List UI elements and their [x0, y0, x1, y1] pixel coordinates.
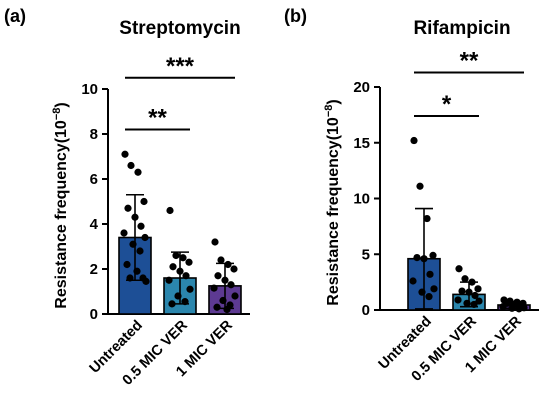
y-tick-label: 6 [90, 171, 98, 188]
data-point [418, 288, 426, 296]
y-tick-label: 20 [353, 79, 370, 96]
data-point [213, 303, 221, 311]
chart-panel-0: (a) Streptomycin 0 2 4 6 8 10 Resistance frequen… [4, 6, 250, 389]
data-point [133, 267, 141, 275]
chart-title: Streptomycin [119, 18, 240, 39]
y-axis-label: Resistance frequency(10−8) [323, 99, 342, 305]
y-tick-label: 10 [81, 81, 98, 98]
data-point [129, 240, 137, 248]
data-point [172, 251, 180, 260]
data-point [137, 222, 145, 230]
y-tick-label: 10 [353, 191, 370, 208]
data-point [131, 213, 139, 221]
data-point [214, 272, 222, 280]
panel-label: (b) [284, 6, 307, 26]
significance-label: ** [460, 48, 479, 75]
data-point [186, 285, 194, 293]
y-tick-label: 0 [362, 302, 370, 319]
data-point [515, 305, 523, 313]
data-point [123, 260, 131, 269]
y-axis-label-close: ) [53, 102, 70, 107]
data-point [127, 161, 135, 170]
data-point [211, 238, 219, 246]
y-tick-label: 2 [90, 261, 98, 278]
data-point [425, 293, 433, 301]
data-point [166, 206, 174, 215]
data-point [134, 168, 142, 176]
data-point [141, 233, 149, 242]
data-point [179, 254, 187, 262]
y-axis-label-exponent: −8 [51, 108, 63, 121]
y-axis-label-main: Resistance frequency(10 [53, 120, 70, 309]
data-point [165, 276, 173, 284]
data-point [136, 247, 144, 255]
data-point [409, 277, 417, 285]
data-point [174, 292, 182, 300]
data-point [420, 255, 428, 263]
significance-label: * [442, 91, 452, 118]
data-point [410, 136, 418, 145]
data-point [176, 267, 184, 275]
data-point [463, 299, 471, 307]
y-axis-label-main: Resistance frequency(10 [325, 117, 342, 306]
data-point [455, 265, 463, 273]
data-point [471, 291, 479, 300]
data-point [210, 284, 218, 292]
data-point [474, 285, 482, 293]
significance-label: *** [166, 53, 195, 80]
data-point [416, 182, 424, 190]
data-point [168, 300, 176, 308]
data-point [185, 258, 193, 266]
y-axis-label-close: ) [325, 99, 342, 104]
data-point [423, 214, 431, 223]
data-point [508, 304, 516, 312]
y-axis-label-exponent: −8 [323, 105, 335, 118]
data-point [499, 303, 507, 311]
data-point [468, 278, 476, 286]
data-point [182, 272, 190, 280]
y-tick-label: 0 [90, 306, 98, 323]
y-axis-label: Resistance frequency(10−8) [51, 102, 70, 308]
data-point [219, 296, 227, 305]
data-point [181, 298, 189, 306]
data-point [413, 253, 421, 262]
y-tick-label: 5 [362, 246, 370, 263]
data-point [221, 276, 229, 284]
data-point [461, 275, 469, 283]
data-point [429, 251, 437, 259]
panel-label: (a) [4, 6, 26, 26]
data-point [430, 285, 438, 293]
data-point [121, 150, 129, 158]
y-tick-label: 8 [90, 126, 98, 143]
data-point [230, 265, 238, 273]
data-point [426, 270, 434, 278]
data-point [142, 277, 150, 285]
y-tick-label: 4 [90, 216, 99, 233]
significance-label: ** [148, 105, 167, 132]
y-tick-label: 15 [353, 135, 370, 152]
data-point [217, 256, 225, 264]
data-point [224, 260, 232, 269]
data-point [140, 197, 148, 206]
data-point [465, 288, 473, 296]
data-point [169, 263, 177, 271]
chart-title: Rifampicin [413, 18, 510, 39]
data-point [454, 296, 462, 304]
chart-panel-1: (b) Rifampicin 0 5 10 15 20 Resistance frequenc… [284, 6, 539, 385]
data-point [223, 305, 231, 314]
data-point [126, 274, 134, 282]
data-point [231, 292, 239, 300]
data-point [124, 204, 132, 212]
data-point [470, 300, 478, 309]
data-point [458, 287, 466, 295]
data-point [227, 281, 235, 289]
data-point [120, 229, 128, 237]
